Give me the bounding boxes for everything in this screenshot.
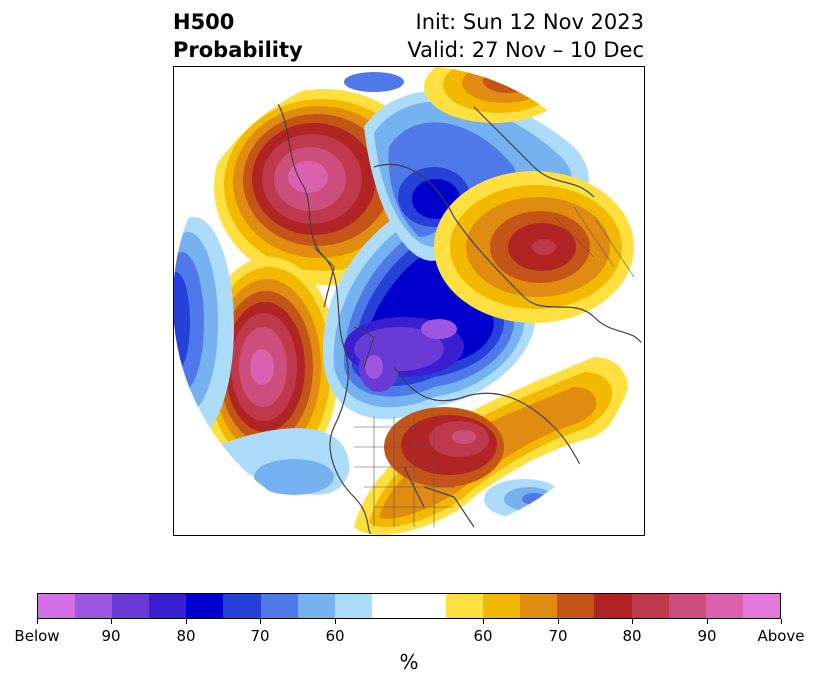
colorbar-tick <box>558 619 559 624</box>
colorbar-segment <box>705 594 743 618</box>
colorbar-segment <box>594 594 632 618</box>
colorbar-tick-label: 70 <box>548 627 568 645</box>
colorbar-segment <box>112 594 150 618</box>
colorbar-tick-label: 80 <box>622 627 642 645</box>
colorbar-segment <box>334 594 372 618</box>
colorbar-tick-label: Below <box>14 627 60 645</box>
probability-map <box>173 66 645 536</box>
anomaly-east-america-high <box>354 357 628 535</box>
colorbar-segment <box>371 594 409 618</box>
colorbar-tick-label: 60 <box>325 627 345 645</box>
colorbar-segment <box>186 594 224 618</box>
colorbar-segment <box>668 594 706 618</box>
colorbar-segment <box>38 594 76 618</box>
colorbar-tick <box>260 619 261 624</box>
valid-range: Valid: 27 Nov – 10 Dec <box>407 38 644 62</box>
title-variable: H500 <box>173 10 235 34</box>
init-date: Init: Sun 12 Nov 2023 <box>415 10 644 34</box>
colorbar-tick-label: 80 <box>176 627 196 645</box>
country-borders <box>354 206 635 527</box>
colorbar-segment <box>408 594 447 618</box>
title-product: Probability <box>173 38 303 62</box>
colorbar-tick <box>111 619 112 624</box>
colorbar-tick <box>186 619 187 624</box>
colorbar-tick-label: 70 <box>250 627 270 645</box>
anomaly-pacific-high <box>199 257 339 477</box>
colorbar-segment <box>483 594 521 618</box>
title-left: H500 Probability <box>173 8 303 64</box>
colorbar-segment <box>260 594 298 618</box>
colorbar-tick-label: Above <box>757 627 805 645</box>
colorbar-segment <box>742 594 780 618</box>
colorbar-units: % <box>399 650 419 674</box>
colorbar-segment <box>149 594 187 618</box>
colorbar-tick-label: 90 <box>101 627 121 645</box>
colorbar-segment <box>520 594 558 618</box>
colorbar-segment <box>557 594 595 618</box>
colorbar-tick <box>37 619 38 624</box>
colorbar-tick-label: 60 <box>473 627 493 645</box>
colorbar-tick <box>335 619 336 624</box>
anomaly-siberia-low <box>344 72 589 261</box>
anomaly-russia-high <box>434 171 634 323</box>
colorbar <box>37 593 781 619</box>
colorbar-tick <box>707 619 708 624</box>
colorbar-tick <box>781 619 782 624</box>
title-right: Init: Sun 12 Nov 2023 Valid: 27 Nov – 10… <box>407 8 644 64</box>
colorbar-segment <box>75 594 113 618</box>
colorbar-tick-label: 90 <box>697 627 717 645</box>
colorbar-segment <box>223 594 261 618</box>
colorbar-segment <box>297 594 335 618</box>
colorbar-segment <box>631 594 669 618</box>
colorbar-segment <box>446 594 484 618</box>
anomaly-west-pacific-low <box>174 217 234 437</box>
colorbar-tick <box>632 619 633 624</box>
map-canvas <box>174 67 644 535</box>
colorbar-tick <box>483 619 484 624</box>
